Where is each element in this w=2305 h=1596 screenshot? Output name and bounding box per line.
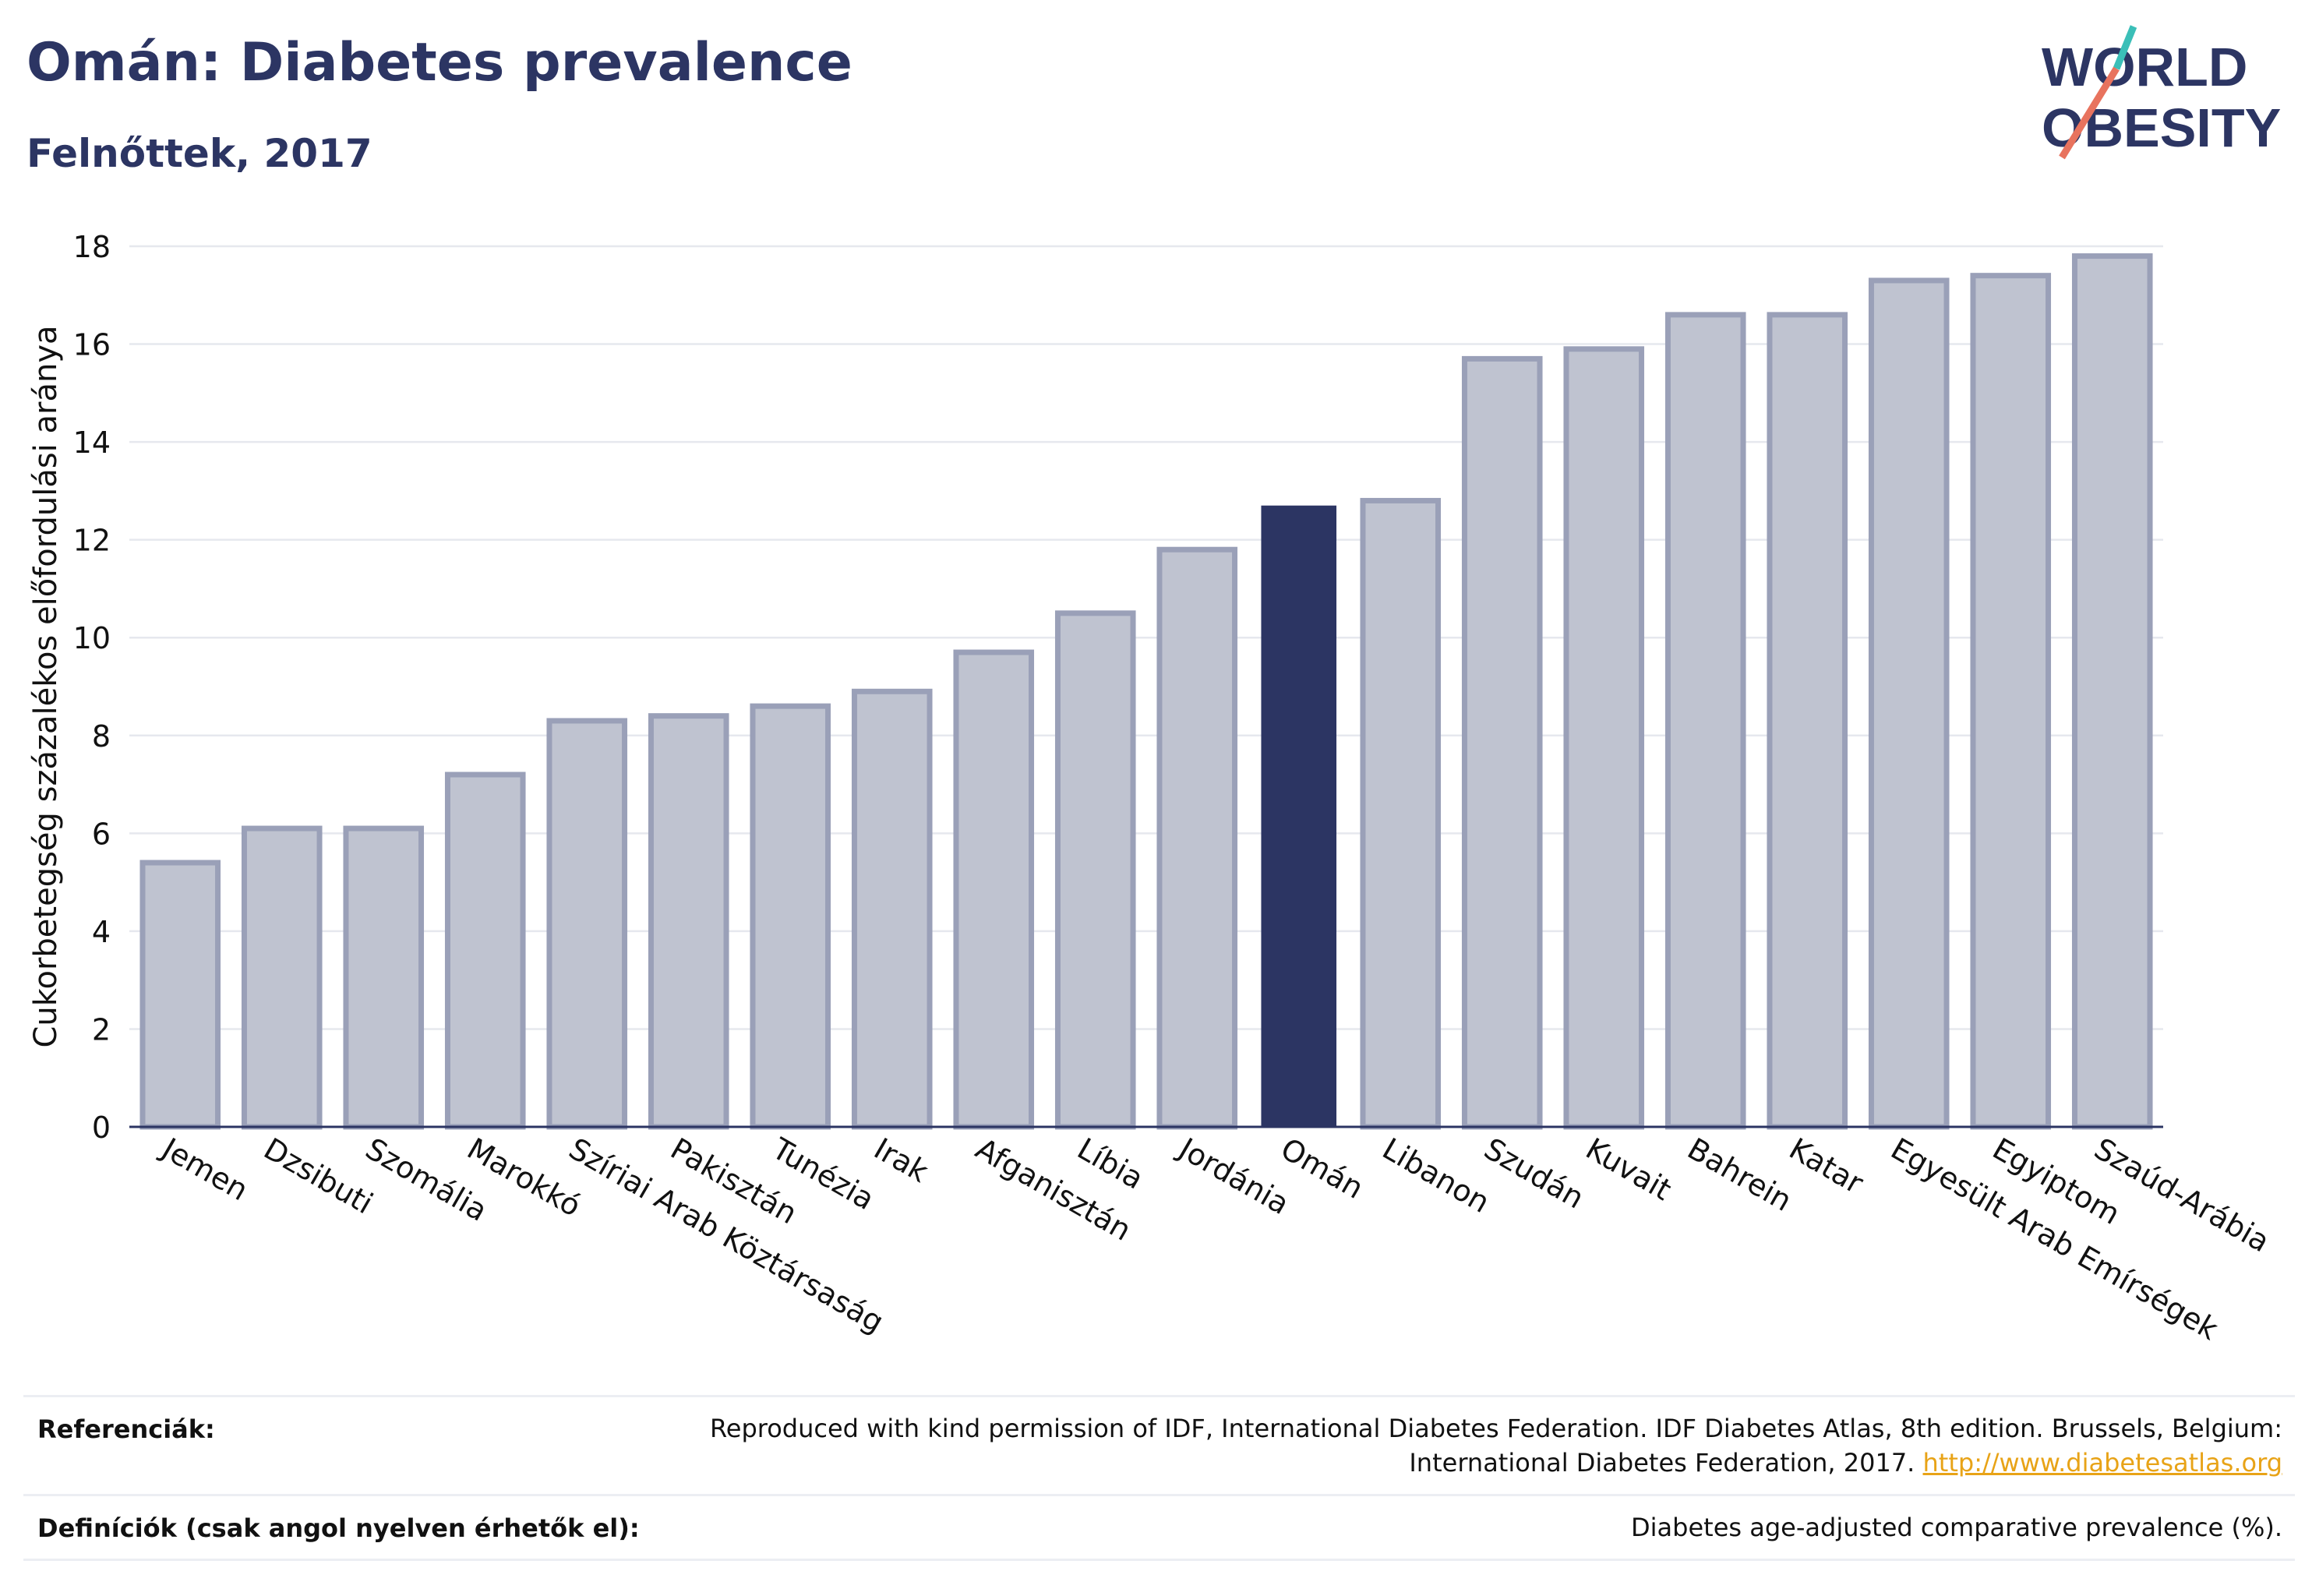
y-tick-label: 2	[92, 1012, 111, 1047]
references-table: Referenciák: Reproduced with kind permis…	[23, 1395, 2295, 1562]
x-tick-label: Dzsibuti	[258, 1132, 379, 1221]
bar	[1868, 277, 1950, 1130]
bar	[1156, 546, 1238, 1130]
y-tick-label: 4	[92, 915, 111, 949]
references-label: Referenciák:	[37, 1414, 215, 1444]
y-tick-label: 12	[73, 524, 111, 558]
y-tick-label: 8	[92, 719, 111, 754]
bar	[750, 703, 831, 1130]
bar	[648, 713, 729, 1130]
x-tick-label: Irak	[868, 1132, 934, 1189]
bar	[1461, 355, 1543, 1130]
references-citation: Reproduced with kind permission of IDF, …	[709, 1414, 2282, 1478]
page-subtitle: Felnőttek, 2017	[26, 131, 372, 176]
y-tick-label: 18	[73, 230, 111, 264]
bar	[1563, 346, 1645, 1130]
bar	[851, 688, 933, 1130]
y-axis-label: Cukorbetegség százalékos előfordulási ar…	[28, 325, 64, 1047]
page-title: Omán: Diabetes prevalence	[26, 32, 852, 94]
references-row: Referenciák: Reproduced with kind permis…	[23, 1395, 2295, 1494]
bar	[241, 825, 323, 1130]
world-obesity-logo: WORLD OBESITY	[2042, 25, 2281, 160]
x-tick-label: Bahrein	[1682, 1132, 1798, 1218]
x-tick-label: Jordánia	[1172, 1131, 1295, 1221]
bar	[444, 772, 526, 1130]
logo-slash-coral	[2059, 66, 2120, 160]
bar-chart: 0 2 4 6 8 10 12 14 16 18 Cukorbetegség százalékos …	[28, 230, 2275, 1347]
y-tick-label: 10	[73, 621, 111, 655]
x-tick-label: Libanon	[1377, 1132, 1495, 1220]
bar	[139, 860, 221, 1130]
logo-line1: WORLD	[2042, 37, 2247, 97]
logo-slash-teal	[2113, 25, 2137, 70]
bar	[343, 825, 425, 1130]
bar	[1054, 610, 1136, 1130]
references-text: Reproduced with kind permission of IDF, …	[685, 1411, 2282, 1480]
definitions-label: Definíciók (csak angol nyelven érhetők e…	[37, 1513, 640, 1544]
definitions-row: Definíciók (csak angol nyelven érhetők e…	[23, 1494, 2295, 1562]
x-tick-label: Kuvait	[1580, 1132, 1677, 1207]
y-tick-label: 6	[92, 817, 111, 851]
bar	[953, 649, 1035, 1130]
x-tick-label: Szudán	[1478, 1132, 1590, 1216]
bar	[546, 718, 628, 1130]
definitions-text: Diabetes age-adjusted comparative preval…	[1631, 1513, 2282, 1543]
bar	[1664, 312, 1746, 1130]
bar	[2071, 253, 2153, 1130]
y-tick-label: 16	[73, 328, 111, 362]
bar-highlight	[1261, 505, 1337, 1127]
diabetesatlas-link[interactable]: http://www.diabetesatlas.org	[1922, 1448, 2282, 1478]
bar	[1360, 497, 1442, 1130]
x-tick-label: Szaúd-Arábia	[2088, 1132, 2275, 1259]
y-tick-label: 0	[92, 1110, 111, 1145]
y-tick-label: 14	[73, 425, 111, 460]
bar	[1767, 312, 1848, 1130]
x-tick-label: Jemen	[155, 1131, 254, 1208]
bar	[1970, 273, 2052, 1130]
